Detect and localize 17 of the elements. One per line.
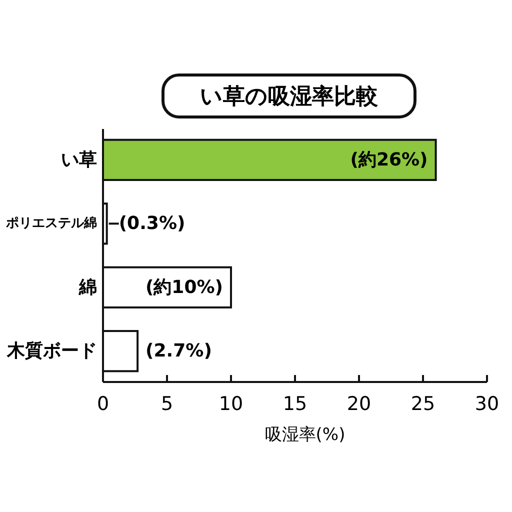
data-label: (0.3%): [118, 213, 186, 234]
x-axis-title: 吸湿率(%): [264, 425, 346, 445]
x-tick-label: 5: [160, 393, 174, 415]
y-tick-label: い草: [61, 149, 97, 170]
data-label: (約26%): [350, 149, 428, 170]
chart-title: い草の吸湿率比較: [200, 84, 379, 110]
x-tick-label: 10: [218, 393, 244, 415]
y-tick-label: 綿: [78, 276, 97, 298]
y-tick-label: ポリエステル綿: [5, 216, 97, 232]
x-tick-label: 0: [96, 393, 110, 415]
x-tick-label: 15: [282, 393, 308, 415]
data-label: (2.7%): [146, 340, 212, 362]
x-tick-label: 20: [346, 393, 372, 415]
x-tick-label: 30: [474, 393, 500, 415]
data-label: (約10%): [145, 276, 223, 298]
y-tick-label: 木質ボード: [6, 340, 97, 362]
x-tick-label: 25: [410, 393, 436, 415]
